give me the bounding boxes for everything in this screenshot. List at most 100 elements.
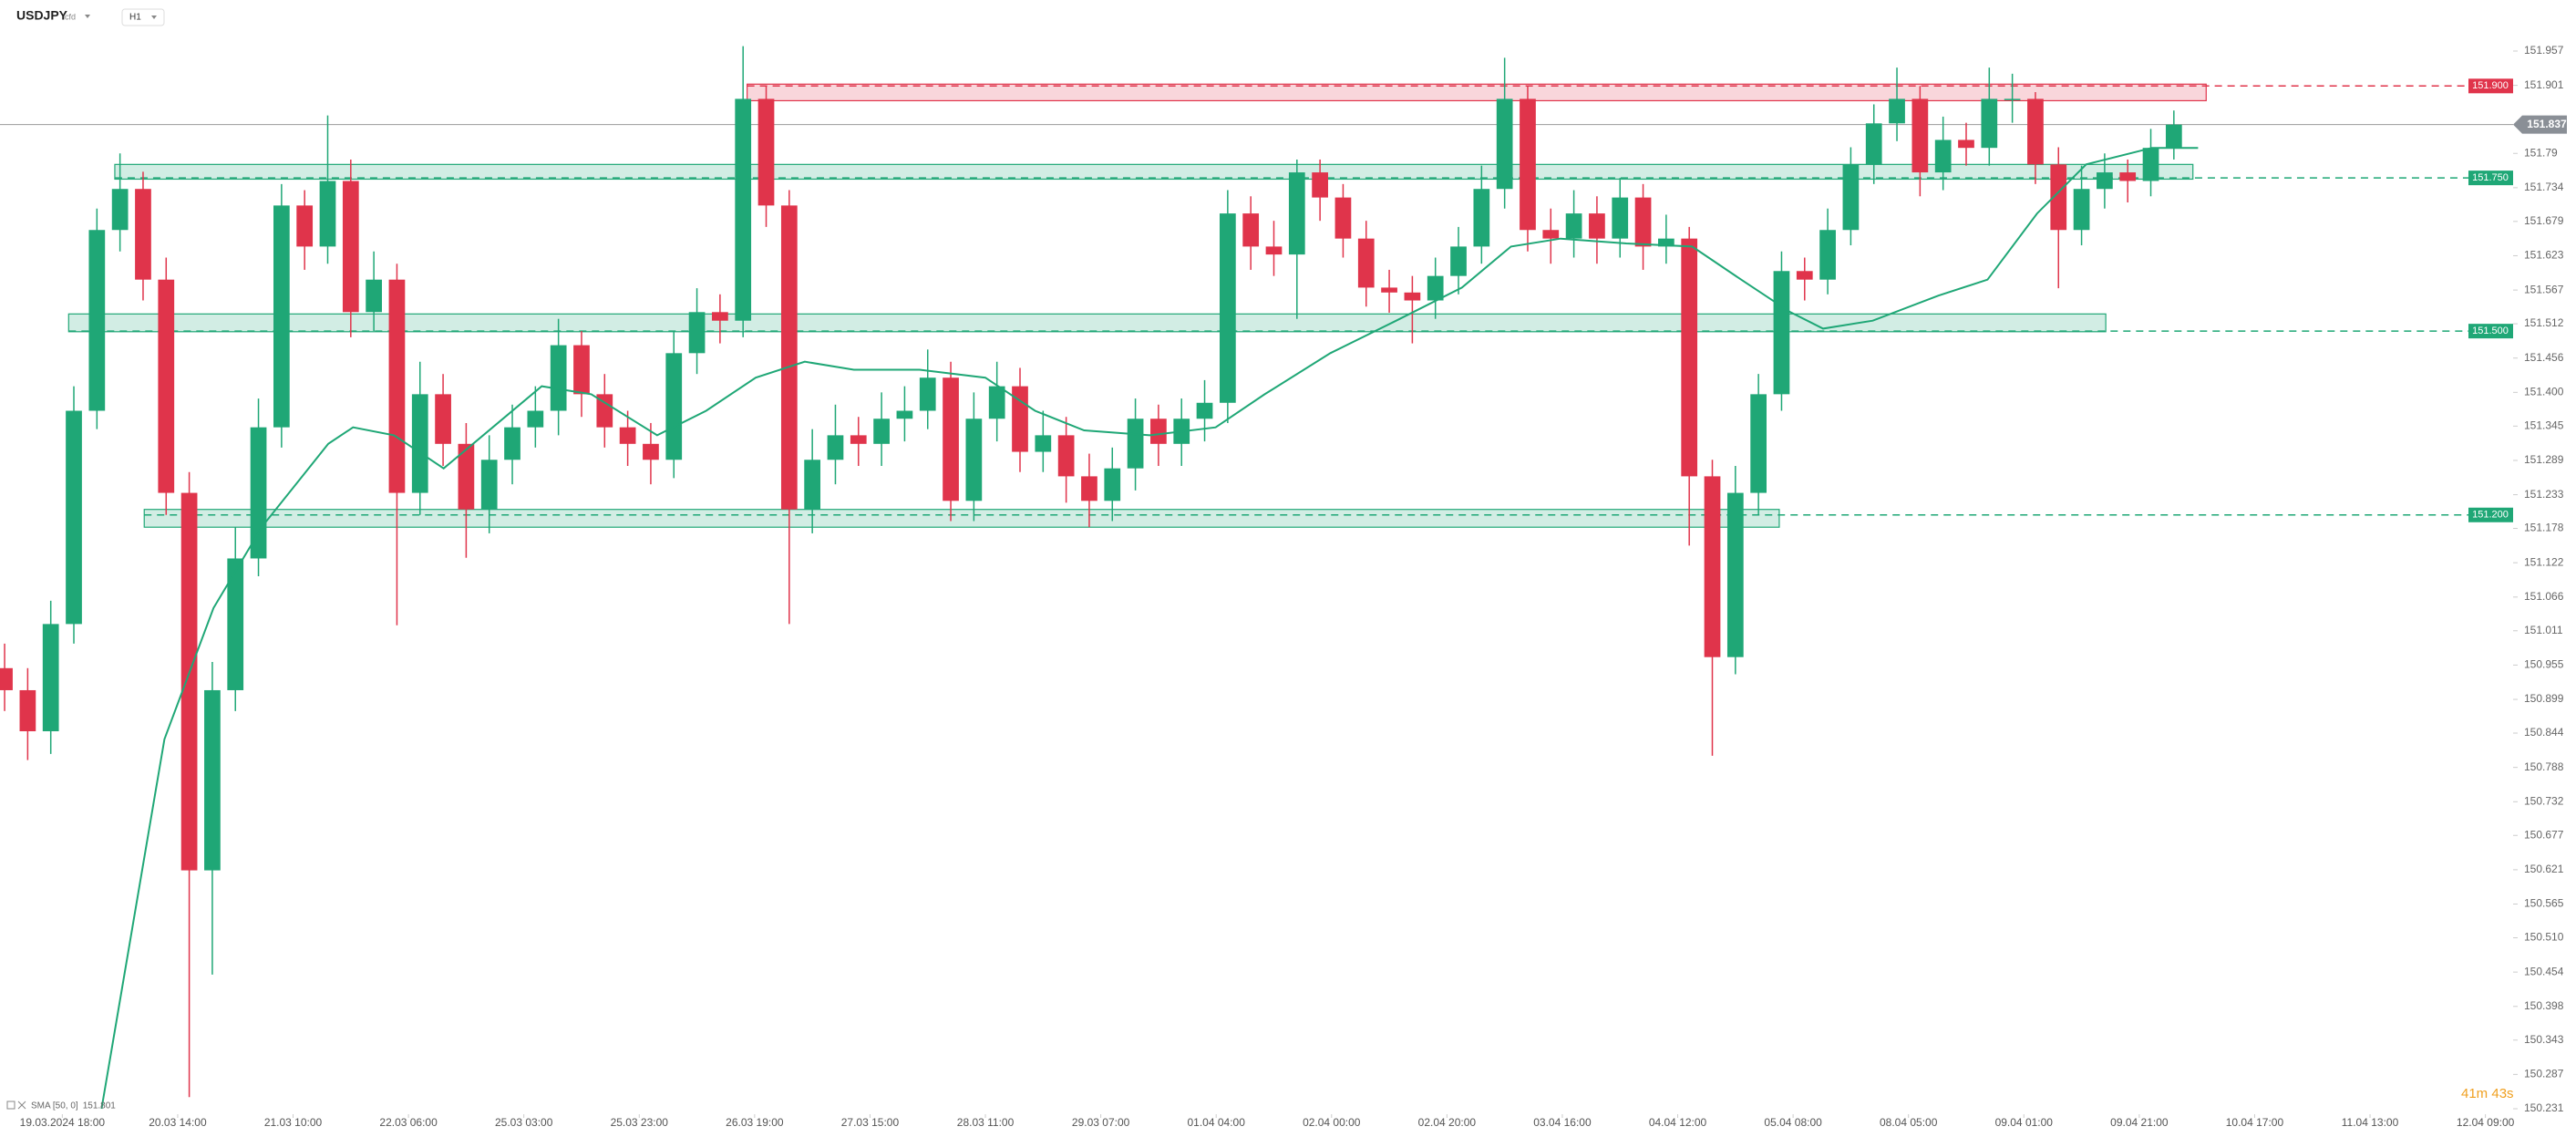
x-tick-label: 20.03 14:00 (149, 1116, 207, 1129)
y-tick-label: 150.454 (2524, 965, 2564, 977)
y-tick-label: 150.955 (2524, 658, 2564, 671)
x-tick-label: 11.04 13:00 (2342, 1116, 2399, 1129)
level-label-bg (2468, 324, 2513, 339)
candle-body (527, 410, 544, 428)
y-tick-label: 150.677 (2524, 828, 2564, 841)
candle-body (1865, 123, 1882, 165)
candle-body (1681, 238, 1698, 477)
candle-body (1934, 140, 1952, 173)
candle-body (2027, 98, 2044, 165)
x-tick-label: 28.03 11:00 (957, 1116, 1015, 1129)
candle-body (850, 435, 867, 444)
sma-line (100, 147, 2199, 1110)
candle-body (1450, 246, 1467, 276)
candle-body (388, 279, 406, 493)
candle-body (1242, 213, 1260, 247)
x-tick-label: 10.04 17:00 (2226, 1116, 2284, 1129)
x-tick-label: 25.03 23:00 (611, 1116, 669, 1129)
candle-body (158, 279, 175, 493)
indicator-icon[interactable] (6, 1101, 15, 1110)
candle-body (227, 558, 244, 690)
x-tick-label: 09.04 21:00 (2110, 1116, 2169, 1129)
y-tick-label: 150.398 (2524, 999, 2564, 1012)
x-tick-label: 08.04 05:00 (1880, 1116, 1938, 1129)
y-tick-label: 150.788 (2524, 760, 2564, 773)
candle-body (1565, 213, 1582, 239)
y-tick-label: 150.510 (2524, 931, 2564, 944)
y-tick-label: 150.732 (2524, 794, 2564, 807)
x-tick-label: 02.04 00:00 (1303, 1116, 1361, 1129)
candle-body (712, 312, 728, 321)
y-tick-label: 151.567 (2524, 283, 2564, 295)
candle-body (804, 460, 821, 510)
y-tick-label: 151.679 (2524, 214, 2564, 227)
dropdown-arrow[interactable] (151, 16, 157, 19)
candle-body (111, 189, 129, 231)
timeframe-box[interactable] (121, 8, 165, 26)
candle-body (2142, 148, 2159, 181)
candle-body (1726, 492, 1744, 657)
x-tick-label: 03.04 16:00 (1533, 1116, 1592, 1129)
candle-body (1104, 468, 1121, 501)
x-tick-label: 25.03 03:00 (495, 1116, 553, 1129)
candle-body (757, 98, 775, 206)
candle-body (665, 353, 683, 460)
candle-body (1496, 98, 1513, 190)
symbol[interactable]: USDJPY (16, 8, 68, 23)
candle-body (1750, 394, 1767, 493)
candle-body (250, 427, 267, 559)
level-label-bg (2468, 171, 2513, 186)
instrument-type: cfd (65, 12, 76, 21)
candle-body (1334, 197, 1352, 239)
candle-body (1911, 98, 1929, 173)
candle-body (1404, 292, 1421, 301)
y-tick-label: 151.512 (2524, 316, 2564, 329)
x-tick-label: 02.04 20:00 (1418, 1116, 1477, 1129)
close-icon[interactable] (17, 1101, 26, 1110)
y-tick-label: 151.233 (2524, 488, 2564, 501)
dropdown-arrow[interactable] (85, 15, 90, 18)
candle-body (1219, 213, 1236, 403)
y-tick-label: 151.289 (2524, 453, 2564, 466)
y-tick-label: 150.565 (2524, 897, 2564, 910)
y-tick-label: 151.79 (2524, 146, 2558, 159)
timeframe[interactable]: H1 (129, 13, 141, 23)
y-tick-label: 151.400 (2524, 386, 2564, 398)
x-tick-label: 09.04 01:00 (1995, 1116, 2054, 1129)
candle-body (827, 435, 844, 460)
candle-body (411, 394, 428, 493)
candle-body (2050, 164, 2067, 231)
candle-body (88, 230, 106, 411)
level-label-bg (2468, 78, 2513, 94)
candle-body (873, 419, 890, 444)
candle-body (619, 427, 636, 444)
candle-body (1889, 98, 1905, 124)
candle-body (1312, 172, 1328, 198)
x-tick-label: 22.03 06:00 (379, 1116, 438, 1129)
candle-body (458, 443, 475, 510)
level-label: 151.900 (2472, 80, 2509, 91)
zone (143, 509, 1780, 528)
candle-body (2073, 189, 2090, 231)
x-tick-label: 01.04 04:00 (1187, 1116, 1245, 1129)
candle-body (1127, 419, 1144, 469)
candle-body (1634, 197, 1652, 247)
last-price-label: 151.837 (2527, 118, 2567, 130)
candle-body (296, 205, 314, 247)
y-tick-label: 151.957 (2524, 44, 2564, 57)
y-tick-label: 150.343 (2524, 1033, 2564, 1046)
y-tick-label: 151.122 (2524, 555, 2564, 568)
candle-body (1196, 402, 1213, 419)
candle-body (1081, 476, 1097, 501)
y-tick-label: 150.844 (2524, 726, 2564, 739)
candle-body (1704, 476, 1721, 657)
candle-body (1773, 271, 1790, 395)
candle-body (204, 689, 221, 871)
candle-body (1265, 246, 1283, 255)
candle-body (0, 667, 13, 690)
x-tick-label: 21.03 10:00 (264, 1116, 323, 1129)
x-tick-label: 04.04 12:00 (1649, 1116, 1707, 1129)
candle-body (1589, 213, 1605, 239)
candle-body (2004, 98, 2021, 100)
